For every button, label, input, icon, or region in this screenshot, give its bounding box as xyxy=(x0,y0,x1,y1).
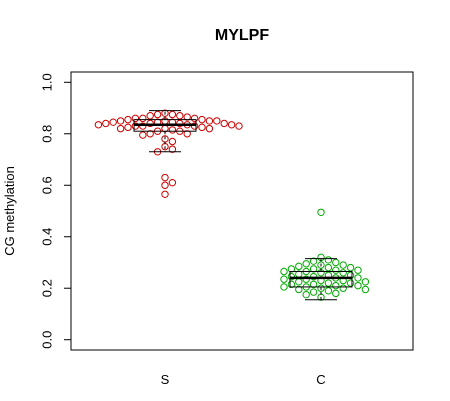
data-point xyxy=(332,289,340,298)
data-point xyxy=(116,124,125,133)
data-point xyxy=(361,285,370,294)
boxplots xyxy=(133,110,353,301)
x-category-label: S xyxy=(161,372,170,387)
data-point xyxy=(324,263,333,272)
data-point xyxy=(205,124,214,133)
data-point xyxy=(280,275,288,283)
data-point xyxy=(332,281,340,290)
data-point xyxy=(146,130,154,138)
data-point xyxy=(235,122,243,130)
data-point xyxy=(161,181,169,189)
data-point xyxy=(168,145,177,153)
data-point xyxy=(220,119,228,128)
data-point xyxy=(161,173,169,182)
data-point xyxy=(287,280,296,289)
data-point xyxy=(176,112,184,120)
data-point xyxy=(183,130,191,138)
data-point xyxy=(295,278,303,286)
data-point xyxy=(168,137,177,146)
data-point xyxy=(168,110,177,119)
data-point xyxy=(309,265,318,273)
data-point xyxy=(227,121,236,129)
data-point xyxy=(116,117,125,125)
data-point xyxy=(309,288,318,296)
data-point xyxy=(280,267,288,276)
data-point xyxy=(339,261,347,269)
data-point xyxy=(354,281,362,290)
data-point xyxy=(354,266,362,274)
data-point xyxy=(190,114,199,123)
data-point xyxy=(354,274,362,282)
plot-frame xyxy=(70,71,414,351)
data-point xyxy=(168,178,177,187)
y-tick-label: 1.0 xyxy=(40,73,55,91)
data-point xyxy=(302,290,310,299)
data-point xyxy=(139,122,147,130)
data-point xyxy=(317,261,325,269)
data-point xyxy=(102,119,110,128)
data-point xyxy=(139,114,147,123)
data-point xyxy=(205,117,214,125)
data-point xyxy=(339,284,347,292)
data-point xyxy=(280,283,288,291)
data-point xyxy=(146,112,154,120)
data-point xyxy=(146,119,154,128)
data-point xyxy=(198,115,206,124)
data-point xyxy=(139,131,147,139)
data-point xyxy=(302,260,310,268)
data-point xyxy=(161,190,169,198)
data-point xyxy=(168,126,177,134)
data-point xyxy=(324,256,333,264)
y-tick-label: 0.0 xyxy=(40,331,55,349)
data-point xyxy=(124,123,132,132)
y-tick-label: 0.4 xyxy=(40,228,55,246)
data-point xyxy=(332,266,340,274)
data-point xyxy=(346,279,355,287)
data-point xyxy=(287,272,296,281)
data-point xyxy=(124,115,132,124)
data-point xyxy=(131,114,140,123)
data-point xyxy=(109,118,117,126)
y-tick-label: 0.2 xyxy=(40,279,55,297)
x-category-label: C xyxy=(316,372,325,387)
data-point xyxy=(317,208,325,216)
data-point xyxy=(346,263,355,272)
data-point xyxy=(317,284,325,292)
data-point xyxy=(309,280,318,289)
data-point xyxy=(190,122,199,130)
y-axis-label: CG methylation xyxy=(2,166,17,256)
data-point xyxy=(295,262,303,271)
data-point xyxy=(153,110,162,119)
data-point xyxy=(295,285,303,294)
data-point xyxy=(332,258,340,267)
data-point xyxy=(213,117,221,125)
data-point xyxy=(361,278,370,286)
y-tick-label: 0.6 xyxy=(40,176,55,194)
data-point xyxy=(161,109,169,117)
chart-title: MYLPF xyxy=(215,27,269,44)
data-point xyxy=(176,119,184,128)
data-point xyxy=(324,287,333,295)
data-point xyxy=(324,279,333,287)
data-point xyxy=(198,123,206,132)
data-point xyxy=(287,265,296,273)
y-axis: 0.0 0.2 0.4 0.6 0.8 1.0 xyxy=(40,73,71,349)
data-point xyxy=(339,269,347,277)
data-point xyxy=(183,113,191,121)
data-point xyxy=(131,122,140,130)
data-point xyxy=(309,257,318,265)
y-tick-label: 0.8 xyxy=(40,125,55,143)
data-points xyxy=(94,109,370,301)
data-point xyxy=(94,121,103,129)
data-point xyxy=(309,272,318,281)
data-point xyxy=(302,275,310,283)
